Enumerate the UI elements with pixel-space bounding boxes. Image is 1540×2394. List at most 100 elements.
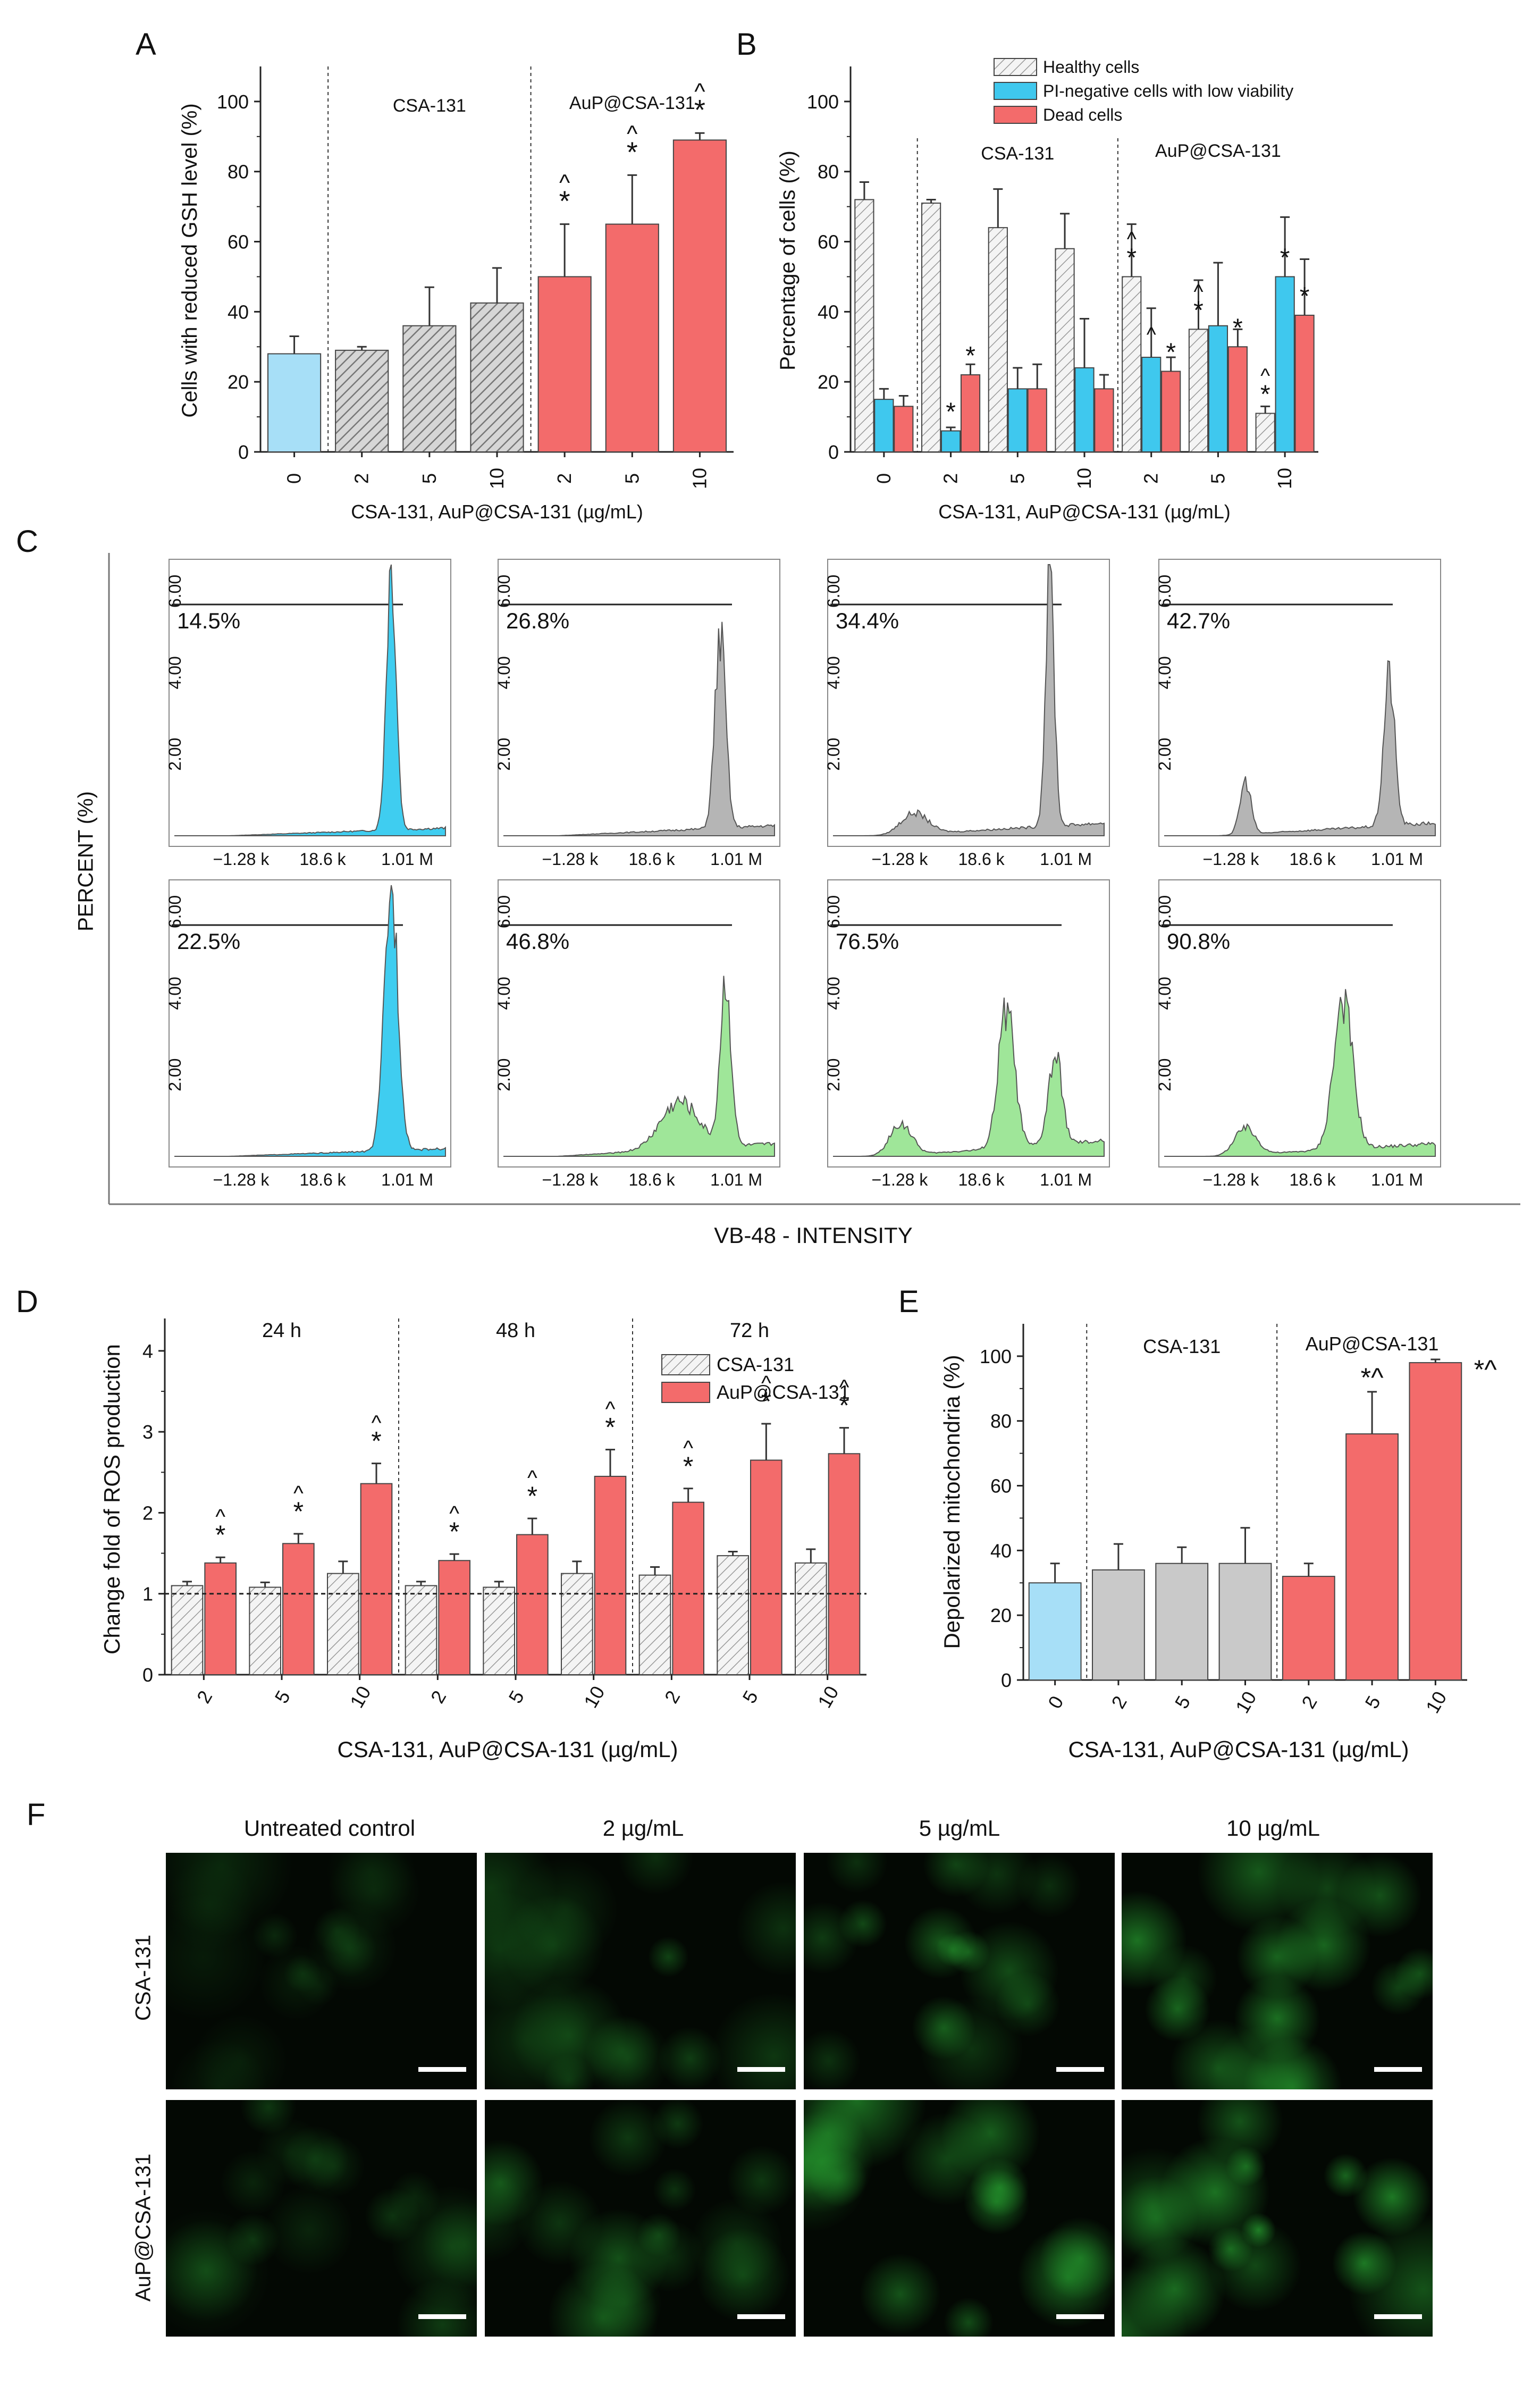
histogram-y-tick-label: 4.00: [165, 656, 184, 689]
panel-d-bar: [438, 1560, 470, 1675]
micrograph-image: [166, 2100, 477, 2337]
panel-e-xlabel: CSA-131, AuP@CSA-131 (µg/mL): [1068, 1737, 1409, 1762]
panel-b-bar: [1255, 413, 1275, 452]
panel-e-bar: [1218, 1563, 1272, 1681]
histogram-gate-percentage: 14.5%: [177, 608, 240, 633]
panel-b-x-tick-label: 5: [1207, 473, 1228, 484]
histogram-y-tick-label: 6.00: [824, 575, 843, 608]
panel-d-timepoint-label: 72 h: [730, 1320, 769, 1342]
panel-e-bar: [1028, 1582, 1082, 1681]
micrograph-column-title: 5 µg/mL: [919, 1816, 1000, 1841]
histogram-x-tick-label: 1.01 M: [1371, 850, 1423, 869]
panel-d-bar: [360, 1483, 393, 1676]
histogram-x-tick-label: −1.28 k: [542, 1170, 599, 1189]
histogram-x-tick-label: 18.6 k: [1290, 1170, 1336, 1189]
panel-d-x-tick-label: 10: [813, 1682, 843, 1711]
histogram-gate-percentage: 90.8%: [1167, 929, 1230, 954]
panel-b-significance-caret: ^: [1147, 323, 1156, 346]
histogram-y-tick-label: 2.00: [1155, 738, 1174, 771]
panel-a-y-tick-label: 40: [228, 301, 249, 323]
panel-letter-b: B: [736, 27, 757, 62]
panel-b-significance-star: *: [946, 398, 956, 426]
histogram-x-tick-label: −1.28 k: [213, 1170, 270, 1189]
histogram-y-tick-label: 6.00: [494, 895, 514, 928]
panel-a-ylabel: Cells with reduced GSH level (%): [178, 103, 201, 417]
panel-b-legend-swatch: [994, 106, 1037, 124]
panel-d-x-tick-label: 2: [192, 1687, 217, 1707]
histogram-x-tick-label: −1.28 k: [871, 850, 928, 869]
panel-b-bar: [940, 430, 961, 452]
histogram-plot-frame: [498, 559, 780, 847]
panel-b-x-tick-label: 5: [1006, 473, 1028, 484]
micrograph-image: [485, 2100, 796, 2337]
histogram-x-tick-label: 18.6 k: [300, 1170, 347, 1189]
panel-b-significance-star: *: [1166, 338, 1176, 366]
panel-d-significance-star: *: [527, 1481, 537, 1511]
panel-b-y-tick-label: 60: [818, 231, 839, 253]
panel-b-bar: [960, 374, 981, 452]
panel-d-bar: [717, 1555, 750, 1676]
histogram-gate-percentage: 42.7%: [1167, 608, 1230, 633]
panel-a-bar: [672, 139, 727, 452]
panel-b-bar: [1141, 357, 1162, 453]
panel-e-x-tick-label: 0: [1044, 1692, 1068, 1712]
scale-bar: [1056, 2067, 1104, 2072]
panel-d-significance-star: *: [839, 1391, 849, 1421]
panel-a-x-tick-label: 5: [418, 473, 440, 484]
panel-d-timepoint-label: 24 h: [262, 1320, 301, 1342]
micrograph-column-title: 10 µg/mL: [1226, 1816, 1320, 1841]
panel-a-section-label: AuP@CSA-131: [569, 93, 695, 113]
histogram-curve: [174, 564, 446, 836]
panel-b-legend-label: Dead cells: [1043, 105, 1122, 124]
panel-e-y-tick-label: 40: [990, 1540, 1012, 1561]
panel-d-significance-star: *: [215, 1520, 225, 1550]
panel-b-x-tick-label: 10: [1073, 468, 1095, 489]
histogram-y-tick-label: 6.00: [1155, 575, 1174, 608]
panel-a-x-tick-label: 2: [553, 473, 575, 484]
panel-a-significance-star: *: [694, 94, 705, 126]
panel-a-section-label: CSA-131: [393, 96, 466, 116]
histogram-x-tick-label: 1.01 M: [1371, 1170, 1423, 1189]
micrograph-image: [1122, 1853, 1433, 2089]
panel-d-significance-caret: ^: [215, 1505, 225, 1528]
histogram-y-tick-label: 2.00: [165, 1059, 184, 1091]
histogram-x-tick-label: 18.6 k: [1290, 850, 1336, 869]
histogram-y-tick-label: 2.00: [1155, 1059, 1174, 1091]
panel-e-bar: [1282, 1576, 1335, 1681]
panel-b-significance-star: *: [965, 342, 975, 370]
panel-d-legend-swatch: [661, 1382, 710, 1403]
panel-d-significance-star: *: [449, 1517, 459, 1547]
histogram-y-tick-label: 4.00: [824, 977, 843, 1010]
panel-e-y-tick-label: 20: [990, 1605, 1012, 1626]
panel-b-section-label: AuP@CSA-131: [1155, 141, 1281, 161]
panel-d-bar: [483, 1586, 515, 1675]
scale-bar: [1374, 2067, 1422, 2072]
scale-bar: [737, 2314, 785, 2319]
panel-b-bar: [921, 203, 941, 452]
histogram-plot-frame: [169, 559, 451, 847]
histogram-x-tick-label: −1.28 k: [1202, 1170, 1259, 1189]
panel-a-xlabel: CSA-131, AuP@CSA-131 (µg/mL): [351, 501, 643, 523]
histogram-plot-frame: [827, 879, 1110, 1167]
panel-d-x-tick-label: 10: [346, 1682, 375, 1711]
histogram-x-tick-label: −1.28 k: [1202, 850, 1259, 869]
histogram-y-tick-label: 4.00: [1155, 656, 1174, 689]
histogram-x-tick-label: 18.6 k: [300, 850, 347, 869]
panel-a-y-tick-label: 0: [238, 441, 249, 463]
panel-b-bar: [1074, 367, 1095, 452]
histogram-x-tick-label: −1.28 k: [871, 1170, 928, 1189]
micrograph-image: [804, 2100, 1115, 2337]
histogram-gate-percentage: 34.4%: [836, 608, 899, 633]
scale-bar: [1056, 2314, 1104, 2319]
panel-a-bar: [335, 349, 389, 453]
panel-a-significance-star: *: [627, 136, 638, 168]
panel-b-significance-caret: ^: [1193, 280, 1203, 303]
panel-d-x-tick-label: 2: [426, 1687, 451, 1707]
micrograph-image: [804, 1853, 1115, 2089]
panel-e-x-tick-label: 2: [1297, 1692, 1322, 1712]
panel-b-significance-star: *: [1126, 243, 1137, 272]
panel-b-ylabel: Percentage of cells (%): [776, 150, 800, 371]
micrograph-image: [485, 1853, 796, 2089]
panel-b-significance-star: *: [1260, 381, 1270, 409]
histogram-gate-percentage: 46.8%: [506, 929, 569, 954]
